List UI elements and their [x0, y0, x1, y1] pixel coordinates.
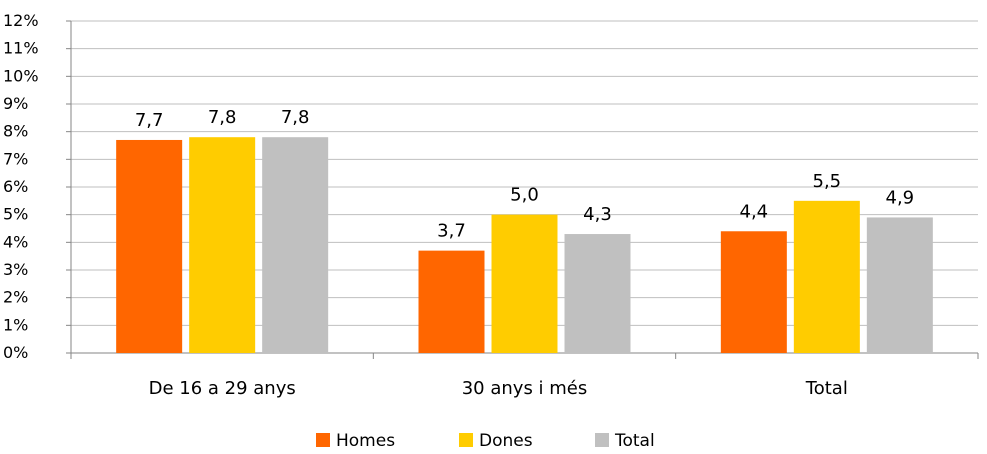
data-label: 4,9	[886, 187, 915, 208]
y-tick-label: 1%	[3, 315, 28, 334]
data-label: 4,4	[740, 201, 769, 222]
data-label: 4,3	[583, 204, 612, 225]
y-tick-label: 0%	[3, 343, 28, 362]
y-tick-label: 11%	[3, 39, 39, 58]
y-tick-label: 5%	[3, 205, 28, 224]
x-axis: De 16 a 29 anys 30 anys i més Total	[70, 353, 979, 399]
bar-total	[564, 234, 631, 353]
bar-homes	[116, 139, 183, 353]
bar-dones	[189, 137, 256, 353]
legend-swatch-dones	[459, 433, 473, 447]
y-tick-label: 2%	[3, 288, 28, 307]
y-tick-label: 4%	[3, 232, 28, 251]
data-label: 5,5	[813, 171, 842, 192]
x-tick-label: De 16 a 29 anys	[149, 378, 296, 399]
bar-dones	[793, 200, 860, 353]
data-label: 7,8	[281, 107, 310, 128]
bar-homes	[720, 231, 787, 353]
legend-label: Homes	[336, 431, 395, 451]
legend-label: Total	[614, 431, 655, 451]
y-tick-label: 10%	[3, 66, 39, 85]
y-tick-label: 6%	[3, 177, 28, 196]
data-label: 7,8	[208, 107, 237, 128]
data-labels: 7,7 7,8 7,8 3,7 5,0 4,3 4,4 5,5 4,9	[135, 107, 914, 241]
y-axis: 0% 1% 2% 3% 4% 5% 6% 7% 8% 9% 10% 11% 12%	[3, 11, 72, 362]
y-tick-label: 7%	[3, 149, 28, 168]
y-tick-label: 3%	[3, 260, 28, 279]
y-tick-label: 9%	[3, 94, 28, 113]
legend-label: Dones	[479, 431, 533, 451]
x-tick-label: 30 anys i més	[462, 378, 588, 399]
data-label: 5,0	[510, 185, 539, 206]
x-tick-label: Total	[805, 378, 848, 399]
legend: Homes Dones Total	[316, 431, 655, 451]
bar-total	[866, 217, 933, 353]
legend-swatch-homes	[316, 433, 330, 447]
y-tick-label: 12%	[3, 11, 39, 30]
bar-homes	[418, 250, 485, 353]
bars	[116, 137, 933, 353]
legend-swatch-total	[595, 433, 609, 447]
bar-dones	[491, 214, 558, 353]
y-tick-label: 8%	[3, 122, 28, 141]
bar-total	[262, 137, 329, 353]
data-label: 7,7	[135, 110, 164, 131]
data-label: 3,7	[437, 221, 466, 242]
